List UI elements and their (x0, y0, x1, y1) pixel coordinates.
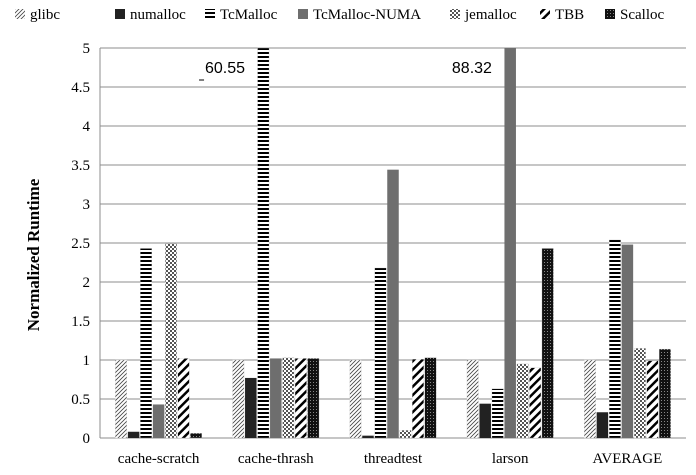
bar-glibc-cache-thrash (232, 359, 245, 439)
bar-tcmalloc-threadtest (374, 267, 387, 439)
bar-jemalloc-cache-scratch (165, 243, 178, 439)
x-category-label: larson (492, 451, 529, 467)
annotation-label: 88.32 (452, 60, 492, 77)
bar-tcmalloc-average (609, 239, 621, 439)
bar-tbb-cache-thrash (294, 358, 307, 439)
legend-label: glibc (30, 7, 60, 23)
y-tick-label: 3 (83, 197, 91, 213)
bar-jemalloc-average (634, 348, 646, 439)
y-tick-label: 2 (83, 275, 91, 291)
annotation-label: 60.55 (205, 60, 245, 77)
bar-jemalloc-cache-thrash (282, 357, 295, 439)
bar-glibc-threadtest (349, 359, 362, 439)
bar-tcmalloc-numa-threadtest (387, 169, 399, 438)
bar-tcmalloc-numa-larson (504, 48, 516, 438)
bar-tbb-average (646, 360, 659, 439)
x-category-label: cache-scratch (118, 451, 200, 467)
y-tick-label: 5 (83, 41, 91, 57)
legend-label: TBB (555, 7, 584, 23)
legend-swatch (450, 9, 460, 19)
legend-label: TcMalloc (220, 7, 278, 23)
bar-scalloc-cache-scratch (190, 433, 203, 439)
bar-numalloc-cache-thrash (245, 377, 257, 438)
bar-glibc-average (584, 359, 596, 439)
bar-tcmalloc-numa-average (621, 244, 634, 438)
bar-numalloc-larson (479, 403, 491, 438)
bar-jemalloc-threadtest (399, 430, 412, 439)
bar-scalloc-threadtest (424, 357, 437, 439)
x-category-label: threadtest (364, 451, 423, 467)
bar-numalloc-average (596, 412, 609, 438)
bars (115, 47, 671, 439)
y-axis-label: Normalized Runtime (24, 178, 43, 331)
bar-numalloc-threadtest (362, 435, 374, 438)
legend-label: TcMalloc-NUMA (313, 7, 421, 23)
legend: glibc numalloc TcMalloc TcMalloc-NUMA jemall… (15, 7, 664, 23)
bar-tcmalloc-larson (491, 388, 504, 439)
legend-swatch (115, 9, 125, 19)
bar-numalloc-cache-scratch (127, 431, 140, 438)
y-tick-label: 4 (83, 119, 91, 135)
bar-glibc-cache-scratch (115, 359, 127, 439)
x-category-label: AVERAGE (593, 451, 663, 467)
y-tick-label: 3.5 (71, 158, 90, 174)
legend-label: numalloc (130, 7, 186, 23)
y-tick-label: 2.5 (71, 236, 90, 252)
bar-jemalloc-larson (516, 363, 529, 439)
bar-scalloc-larson (541, 248, 554, 439)
y-tick-label: 1.5 (71, 314, 90, 330)
y-tick-label: 0.5 (71, 392, 90, 408)
bar-tbb-larson (529, 367, 542, 439)
bar-tcmalloc-numa-cache-thrash (270, 358, 282, 438)
bar-scalloc-average (659, 348, 671, 439)
legend-swatch (205, 9, 215, 19)
legend-label: Scalloc (620, 7, 664, 23)
bar-tcmalloc-numa-cache-scratch (152, 404, 165, 438)
bar-tbb-threadtest (412, 359, 424, 439)
y-tick-label: 0 (83, 431, 91, 447)
y-tick-label: 1 (83, 353, 91, 369)
bar-tcmalloc-cache-scratch (140, 248, 153, 439)
x-category-label: cache-thrash (238, 451, 314, 467)
legend-swatch (540, 9, 550, 19)
bar-tcmalloc-cache-thrash (257, 47, 270, 439)
legend-swatch (298, 9, 308, 19)
legend-swatch (15, 9, 25, 19)
bar-scalloc-cache-thrash (307, 358, 320, 439)
annotations: 60.55 88.32 (199, 60, 492, 81)
bar-glibc-larson (466, 359, 479, 439)
legend-swatch (605, 9, 615, 19)
legend-label: jemalloc (464, 7, 517, 23)
y-tick-label: 4.5 (71, 80, 90, 96)
bar-tbb-cache-scratch (177, 358, 190, 439)
